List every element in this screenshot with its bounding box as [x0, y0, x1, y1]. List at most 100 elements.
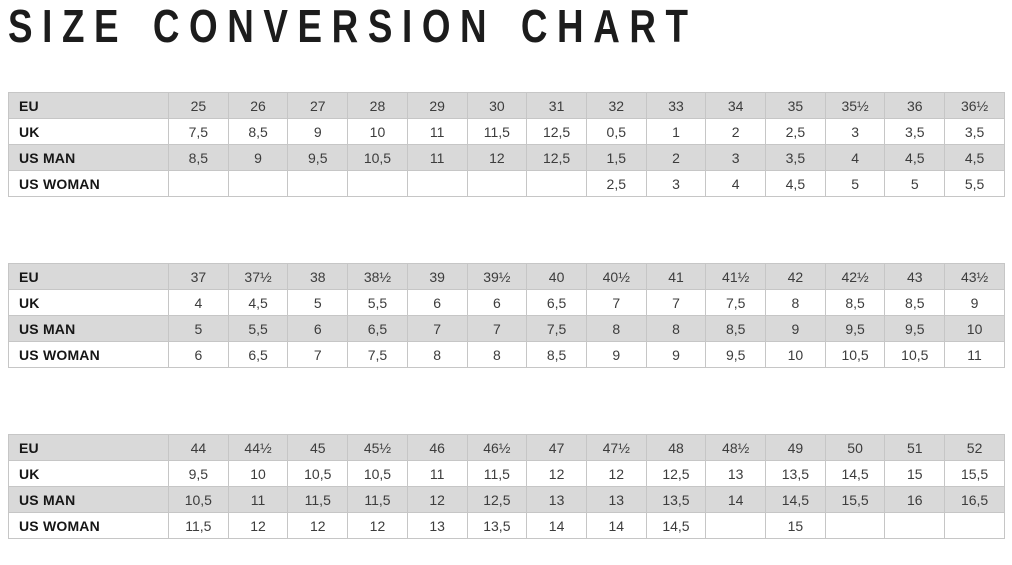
size-cell: 13,5: [765, 460, 826, 487]
size-cell: 45: [287, 434, 349, 461]
size-cell: 9: [765, 315, 826, 342]
size-cell: 14,5: [645, 512, 707, 539]
size-cell: 12,5: [526, 144, 587, 171]
size-cell: 27: [287, 92, 349, 119]
size-cell: 6,5: [227, 341, 289, 368]
size-cell: 4: [705, 170, 767, 197]
size-cell: 7: [287, 341, 349, 368]
size-cell: 12,5: [466, 486, 528, 513]
size-cell: 3,5: [884, 118, 946, 145]
row-label: US MAN: [8, 315, 169, 342]
size-cell: 40½: [585, 263, 647, 290]
table-row-us-man: US MAN 8,5 9 9,5 10,5 11 12 12,5 1,5 2 3 3,5 4 4,5 4,5: [8, 144, 1005, 171]
size-cell: 7: [645, 289, 707, 316]
size-cell: 45½: [347, 434, 408, 461]
size-cell: 8,5: [168, 144, 229, 171]
table-row-uk: UK 7,5 8,5 9 10 11 11,5 12,5 0,5 1 2 2,5 3 3,5 3,5: [8, 118, 1005, 145]
size-cell: 7: [466, 315, 528, 342]
table-row-us-man: US MAN 10,5 11 11,5 11,5 12 12,5 13 13 13,5 14 14,5…: [8, 486, 1005, 513]
size-cell: 9,5: [287, 144, 349, 171]
size-cell: 3: [705, 144, 767, 171]
size-cell: 7,5: [526, 315, 587, 342]
size-cell: 9: [287, 118, 349, 145]
size-cell: 48½: [705, 434, 767, 461]
size-cell: 11,5: [466, 118, 528, 145]
size-cell: 12,5: [645, 460, 707, 487]
table-row-eu: EU 44 44½ 45 45½ 46 46½ 47 47½ 48 48½ 49 50 51 52: [8, 434, 1005, 461]
size-cell: 8: [765, 289, 826, 316]
size-cell: 5,5: [944, 170, 1005, 197]
size-cell: 9,5: [824, 315, 886, 342]
size-cell: 7: [585, 289, 647, 316]
size-cell: 11,5: [466, 460, 528, 487]
size-cell: 10,5: [884, 341, 946, 368]
size-cell: 33: [645, 92, 707, 119]
size-cell: 25: [168, 92, 229, 119]
size-cell: 36½: [944, 92, 1005, 119]
table-row-us-woman: US WOMAN 6 6,5 7 7,5 8 8 8,5 9 9 9,5 10 10,5 10,5 11: [8, 341, 1005, 368]
table-row-uk: UK 9,5 10 10,5 10,5 11 11,5 12 12 12,5 13 13,5 14,5 1…: [8, 460, 1005, 487]
table-row-uk: UK 4 4,5 5 5,5 6 6 6,5 7 7 7,5 8 8,5 8,5 9: [8, 289, 1005, 316]
size-cell: 11: [406, 118, 468, 145]
size-cell: 32: [585, 92, 647, 119]
size-cell: 6,5: [526, 289, 587, 316]
size-cell: 47: [526, 434, 587, 461]
row-label: US WOMAN: [8, 512, 169, 539]
size-cell: 9: [227, 144, 289, 171]
size-cell: 8: [645, 315, 707, 342]
size-cell: 29: [406, 92, 468, 119]
size-cell: 6: [466, 289, 528, 316]
size-cell: 14: [705, 486, 767, 513]
size-cell: 12: [585, 460, 647, 487]
size-cell: 41½: [705, 263, 767, 290]
size-cell: 10,5: [824, 341, 886, 368]
size-cell: 13: [585, 486, 647, 513]
size-cell: 30: [466, 92, 528, 119]
size-cell: 11: [944, 341, 1005, 368]
size-cell: 9: [585, 341, 647, 368]
size-cell: 14,5: [824, 460, 886, 487]
size-cell: 43: [884, 263, 946, 290]
size-cell: 35: [765, 92, 826, 119]
size-cell: 4: [168, 289, 229, 316]
size-cell: 16: [884, 486, 946, 513]
size-cell: 46: [406, 434, 468, 461]
size-cell: 14: [526, 512, 587, 539]
size-cell: 41: [645, 263, 707, 290]
size-cell: 12,5: [526, 118, 587, 145]
table-row-us-woman: US WOMAN 11,5 12 12 12 13 13,5 14 14 14,5 15: [8, 512, 1005, 539]
size-cell: 4,5: [765, 170, 826, 197]
size-cell: 12: [406, 486, 468, 513]
size-cell: 10,5: [347, 144, 408, 171]
size-cell: 49: [765, 434, 826, 461]
size-cell: 2,5: [765, 118, 826, 145]
size-cell: 2,5: [585, 170, 647, 197]
size-cell: 11: [406, 460, 468, 487]
size-cell: 39½: [466, 263, 528, 290]
size-cell: 5,5: [227, 315, 289, 342]
size-cell: 36: [884, 92, 946, 119]
size-cell: 0,5: [585, 118, 647, 145]
size-cell: 43½: [944, 263, 1005, 290]
size-cell: 3,5: [944, 118, 1005, 145]
size-cell: 48: [645, 434, 707, 461]
size-cell: 16,5: [944, 486, 1005, 513]
size-cell: 9,5: [884, 315, 946, 342]
size-cell: 4,5: [944, 144, 1005, 171]
size-cell: 2: [705, 118, 767, 145]
size-cell: 7,5: [347, 341, 408, 368]
size-table-2: EU 37 37½ 38 38½ 39 39½ 40 40½ 41 41½ 42 42½ 43 43½ UK 4…: [8, 263, 1005, 368]
size-cell: 6,5: [347, 315, 408, 342]
size-cell: 10,5: [287, 460, 349, 487]
size-cell: 5,5: [347, 289, 408, 316]
size-cell: 7: [406, 315, 468, 342]
row-label: UK: [8, 460, 169, 487]
size-cell: 10,5: [347, 460, 408, 487]
size-cell: 7,5: [705, 289, 767, 316]
table-row-eu: EU 37 37½ 38 38½ 39 39½ 40 40½ 41 41½ 42 42½ 43 43½: [8, 263, 1005, 290]
size-cell: 47½: [585, 434, 647, 461]
size-cell: [406, 170, 468, 197]
size-table-1: EU 25 26 27 28 29 30 31 32 33 34 35 35½ 36 36½ UK 7,5 8,5…: [8, 92, 1005, 197]
size-cell: 10: [347, 118, 408, 145]
